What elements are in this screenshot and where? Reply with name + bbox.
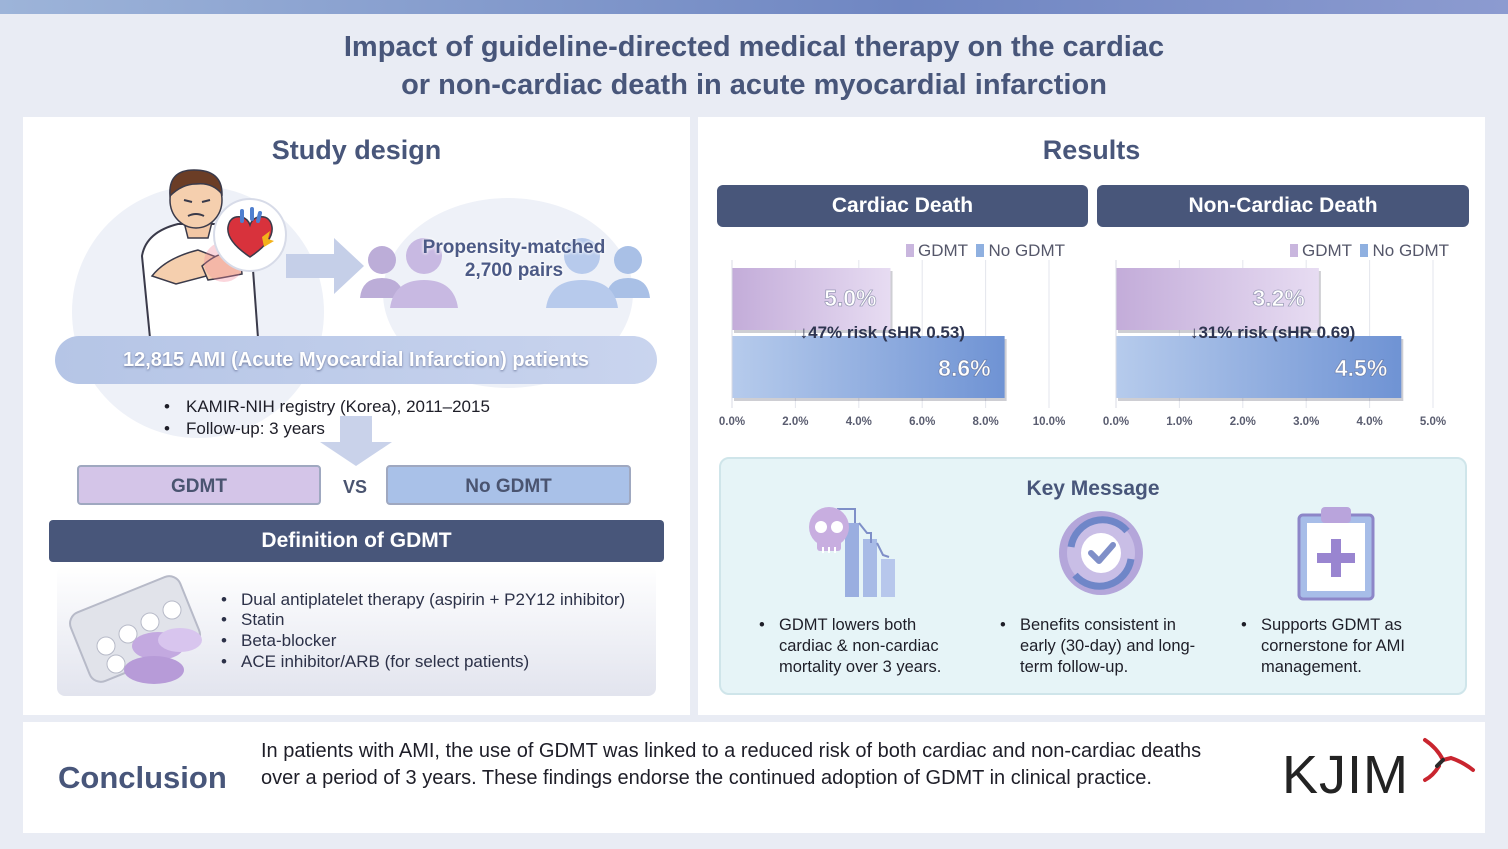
definition-title: Definition of GDMT [49,520,664,562]
legend-swatch-nogdmt-2 [1360,244,1369,257]
clipboard-icon [1297,507,1375,601]
conclusion-panel: Conclusion In patients with AMI, the use… [23,722,1485,833]
matched-label: Propensity-matched 2,700 pairs [404,236,624,282]
key-message-title: Key Message [1026,477,1160,500]
patients-pill: 12,815 AMI (Acute Myocardial Infarction)… [55,336,657,384]
definition-item-4: ACE inhibitor/ARB (for select patients) [221,652,529,672]
definition-item-1: Dual antiplatelet therapy (aspirin + P2Y… [221,590,625,610]
key-message-box: Key Message GDMT lowers both cardiac & n… [719,457,1467,695]
non-cardiac-death-chart: 0.0% 1.0% 2.0% 3.0% 4.0% 5.0% 3.2% 4.5% ↓31% ris… [1103,260,1446,428]
heart-icon [213,198,287,272]
x-tick-label: 10.0% [1033,416,1066,428]
people-group-icon-2 [546,238,650,308]
x-tick-label: 4.0% [1356,416,1382,428]
gdmt-group-box: GDMT [77,465,321,505]
definition-item-2: Statin [221,610,285,630]
top-strip [0,0,1508,14]
x-tick-label: 1.0% [1166,416,1192,428]
bar-value-label: 4.5% [1335,355,1387,381]
people-group-icon [360,238,458,308]
x-tick-label: 8.0% [972,416,998,428]
bar-no-gdmt [1116,336,1402,398]
pills-icon [69,575,202,684]
non-cardiac-death-header: Non-Cardiac Death [1097,185,1469,227]
x-tick-label: 4.0% [846,416,872,428]
followup-bullet: Follow-up: 3 years [164,419,325,439]
x-tick-label: 2.0% [782,416,808,428]
bar-gdmt [732,268,891,330]
results-heading: Results [1042,135,1141,165]
x-tick-label: 3.0% [1293,416,1319,428]
cardiac-death-header: Cardiac Death [717,185,1088,227]
key-message-item-2: Benefits consistent in early (30-day) an… [1000,615,1212,678]
bar-no-gdmt [732,336,1005,398]
bar-value-label: 3.2% [1252,285,1304,311]
definition-item-3: Beta-blocker [221,631,337,651]
legend-label-nogdmt-2: No GDMT [1372,241,1449,260]
x-tick-label: 6.0% [909,416,935,428]
bar-value-label: 8.6% [938,355,990,381]
title-line-1: Impact of guideline-directed medical the… [343,31,1165,63]
legend-cardiac: GDMT No GDMT [906,241,1065,261]
legend-label-nogdmt: No GDMT [988,241,1065,260]
title-line-2: or non-cardiac death in acute myocardial… [401,69,1107,101]
key-message-item-1: GDMT lowers both cardiac & non-cardiac m… [759,615,969,678]
legend-noncardiac: GDMT No GDMT [1290,241,1449,261]
legend-swatch-nogdmt [976,244,985,257]
skull-chart-icon [809,507,895,597]
legend-label-gdmt: GDMT [918,241,968,260]
bar-gdmt [1116,268,1319,330]
x-tick-label: 0.0% [1103,416,1129,428]
registry-bullet: KAMIR-NIH registry (Korea), 2011–2015 [164,397,490,417]
x-tick-label: 0.0% [719,416,745,428]
risk-reduction-annotation: ↓47% risk (sHR 0.53) [800,323,965,342]
conclusion-text: In patients with AMI, the use of GDMT wa… [261,740,1202,789]
x-tick-label: 5.0% [1420,416,1446,428]
study-design-heading: Study design [271,135,442,165]
legend-swatch-gdmt-2 [1290,244,1298,257]
cardiac-death-chart: 0.0% 2.0% 4.0% 6.0% 8.0% 10.0% 5.0% 8.6% ↓47% ri… [719,260,1066,428]
conclusion-title: Conclusion [58,760,227,795]
key-message-item-3: Supports GDMT as cornerstone for AMI man… [1241,615,1441,678]
legend-swatch-gdmt [906,244,914,257]
legend-label-gdmt-2: GDMT [1302,241,1352,260]
matched-line-1: Propensity-matched [422,237,606,258]
bar-value-label: 5.0% [824,285,876,311]
no-gdmt-group-box: No GDMT [386,465,631,505]
kjim-logo-mark [1423,738,1475,782]
matched-line-2: 2,700 pairs [464,260,564,281]
arrow-down-icon [320,416,392,466]
x-tick-label: 2.0% [1230,416,1256,428]
arrow-right-icon [286,238,364,294]
check-cycle-icon [1059,511,1143,595]
vs-label: VS [343,477,368,497]
kjim-logo: KJIM [1282,745,1410,805]
page-title: Impact of guideline-directed medical the… [0,28,1508,104]
risk-reduction-annotation: ↓31% risk (sHR 0.69) [1190,323,1355,342]
